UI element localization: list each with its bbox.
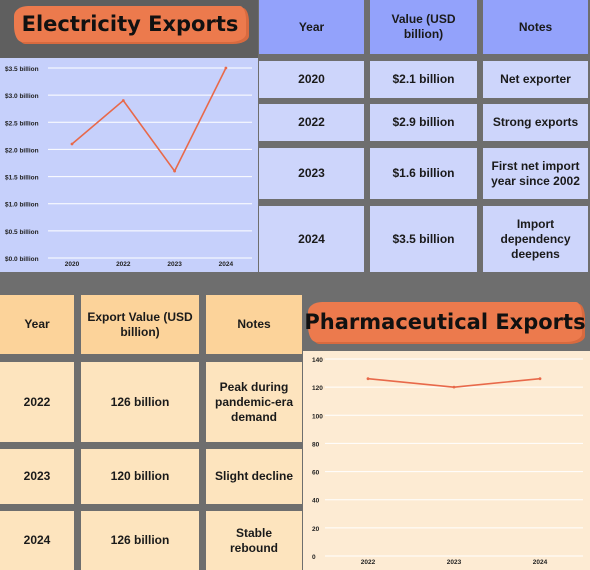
y-tick-label: 120: [312, 385, 323, 392]
pharma-header-value: Export Value (USD billion): [81, 295, 199, 354]
elec-cell-year: 2024: [259, 206, 364, 272]
y-tick-label: 100: [312, 413, 323, 420]
pharma-cell-notes: Slight decline: [206, 449, 302, 504]
data-point: [366, 377, 370, 381]
y-tick-label: 40: [312, 498, 320, 505]
x-tick-label: 2024: [533, 559, 548, 566]
series-line: [71, 67, 227, 173]
elec-cell-notes: Import dependency deepens: [483, 206, 588, 272]
y-tick-label: 60: [312, 470, 320, 477]
pharma-cell-value: 120 billion: [81, 449, 199, 504]
pharma-cell-notes: Stable rebound: [206, 511, 302, 570]
data-point: [224, 66, 228, 70]
elec-cell-value: $2.9 billion: [370, 104, 477, 141]
pharma-title: Pharmaceutical Exports: [304, 302, 586, 342]
electricity-title: Electricity Exports: [14, 6, 246, 42]
pharma-cell-year: 2022: [0, 362, 74, 442]
elec-cell-notes: Net exporter: [483, 61, 588, 98]
y-tick-label: $3.0 billion: [5, 93, 39, 100]
elec-cell-notes: First net import year since 2002: [483, 148, 588, 199]
pharma-chart: 0 20 40 60 80 100 120 140 2022 2023 2024: [303, 351, 590, 570]
x-tick-label: 2020: [65, 261, 80, 268]
elec-cell-year: 2023: [259, 148, 364, 199]
x-tick-label: 2022: [361, 559, 376, 566]
y-tick-label: $0.5 billion: [5, 229, 39, 236]
elec-header-value: Value (USD billion): [370, 0, 477, 54]
pharma-cell-value: 126 billion: [81, 362, 199, 442]
y-tick-label: $1.0 billion: [5, 202, 39, 209]
x-tick-label: 2023: [167, 261, 182, 268]
elec-header-notes: Notes: [483, 0, 588, 54]
elec-cell-value: $1.6 billion: [370, 148, 477, 199]
elec-cell-year: 2022: [259, 104, 364, 141]
y-tick-label: 0: [312, 554, 316, 561]
pharma-cell-value: 126 billion: [81, 511, 199, 570]
elec-cell-year: 2020: [259, 61, 364, 98]
y-tick-label: 20: [312, 526, 320, 533]
x-tick-label: 2022: [116, 261, 131, 268]
data-point: [70, 142, 74, 146]
y-tick-label: $0.0 billion: [5, 256, 39, 263]
y-tick-label: $2.5 billion: [5, 120, 39, 127]
pharma-header-year: Year: [0, 295, 74, 354]
pharma-cell-notes: Peak during pandemic-era demand: [206, 362, 302, 442]
data-point: [121, 99, 125, 102]
elec-cell-notes: Strong exports: [483, 104, 588, 141]
data-point: [452, 385, 456, 389]
elec-header-year: Year: [259, 0, 364, 54]
electricity-chart: $0.0 billion $0.5 billion $1.0 billion $1.5…: [0, 58, 258, 272]
data-point: [173, 169, 177, 173]
y-tick-label: 140: [312, 357, 323, 364]
pharma-cell-year: 2023: [0, 449, 74, 504]
y-tick-label: $1.5 billion: [5, 175, 39, 182]
y-tick-label: $2.0 billion: [5, 147, 39, 154]
elec-cell-value: $3.5 billion: [370, 206, 477, 272]
y-tick-label: $3.5 billion: [5, 66, 39, 73]
y-tick-label: 80: [312, 441, 320, 448]
data-point: [538, 377, 542, 381]
x-tick-label: 2024: [219, 261, 234, 268]
elec-cell-value: $2.1 billion: [370, 61, 477, 98]
x-tick-label: 2023: [447, 559, 462, 566]
pharma-header-notes: Notes: [206, 295, 302, 354]
pharma-cell-year: 2024: [0, 511, 74, 570]
pharma-chart-svg: 0 20 40 60 80 100 120 140 2022 2023 2024: [312, 357, 583, 566]
electricity-chart-svg: $0.0 billion $0.5 billion $1.0 billion $1.5…: [5, 66, 252, 268]
